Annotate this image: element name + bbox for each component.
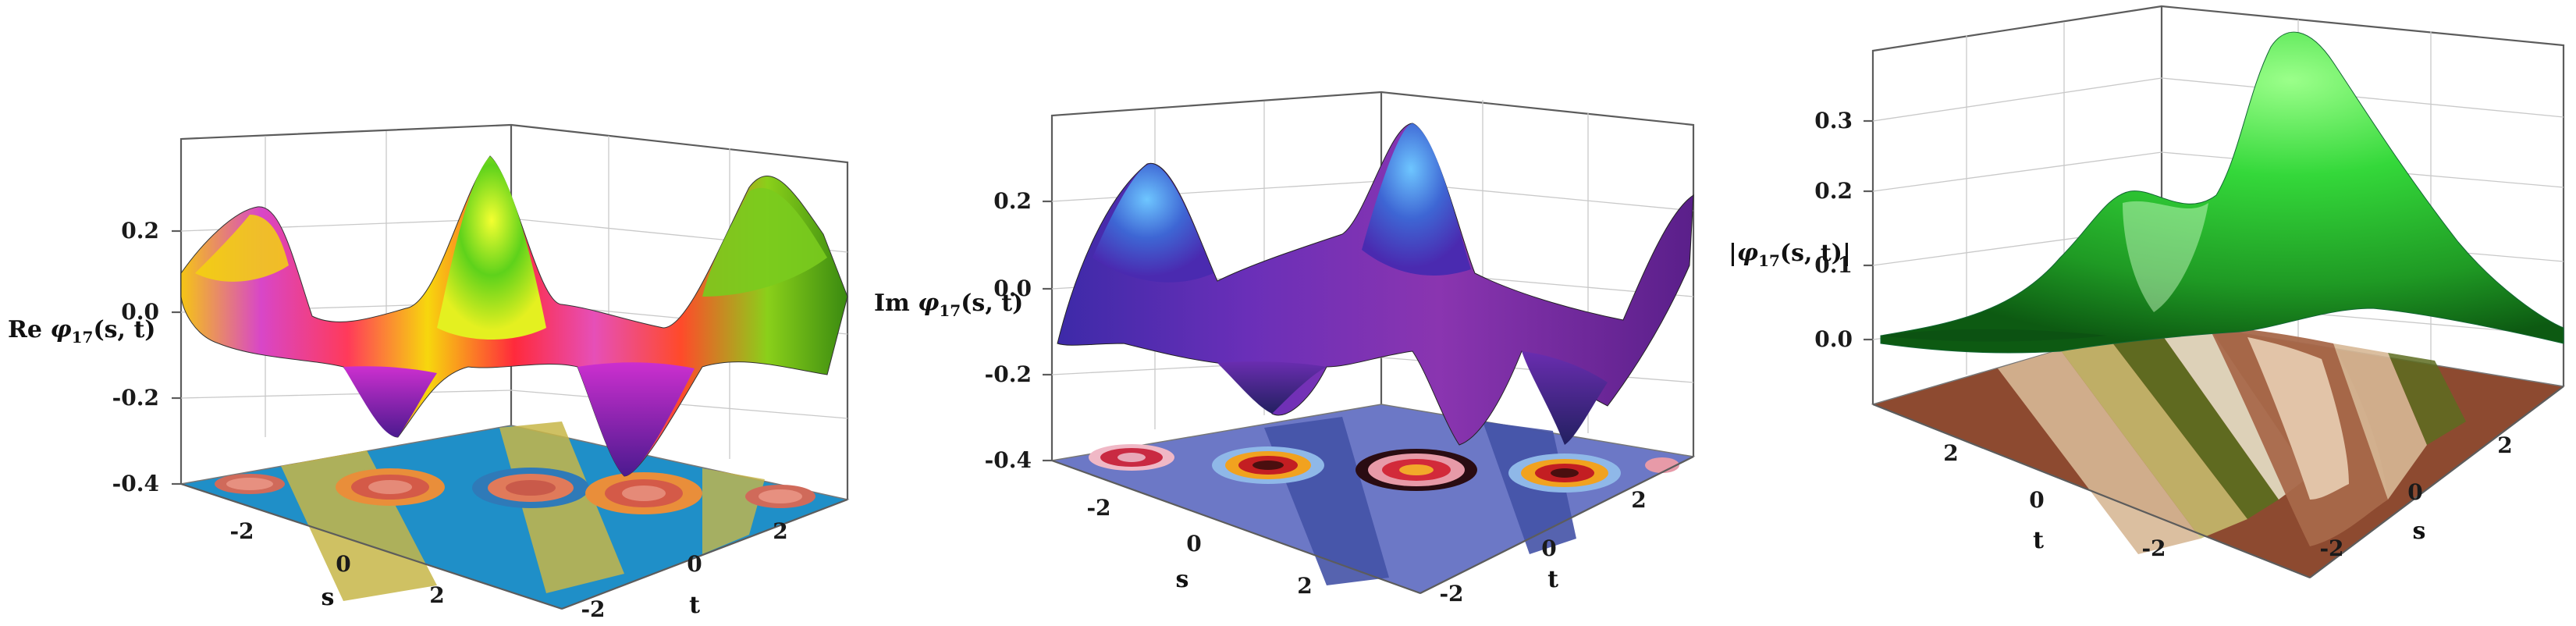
z-tick-label: -0.2 bbox=[112, 385, 159, 411]
t-ticks: -2 0 2 t bbox=[581, 518, 787, 622]
z-tick-label: 0.0 bbox=[121, 299, 159, 325]
box-front-edges bbox=[1051, 456, 1694, 595]
z-tick-label: 0.3 bbox=[1814, 108, 1853, 133]
s-axis-label: s bbox=[2413, 518, 2426, 545]
z-tick-label: -0.2 bbox=[985, 361, 1032, 387]
s-tick-label: 2 bbox=[429, 582, 444, 608]
z-axis-label: |φ17(s, t)| bbox=[1729, 240, 1851, 270]
z-tick-label: -0.4 bbox=[112, 471, 159, 496]
z-tick-label: 0.2 bbox=[993, 188, 1032, 214]
z-tick-label: -0.4 bbox=[985, 447, 1032, 473]
s-tick-label: 0 bbox=[2407, 479, 2422, 505]
s-tick-label: -2 bbox=[229, 518, 254, 544]
t-ticks: -2 0 2 t bbox=[1439, 487, 1646, 606]
floor-contour bbox=[1050, 404, 1696, 594]
box-front-edges bbox=[180, 482, 848, 610]
t-tick-label: -2 bbox=[581, 596, 605, 622]
z-ticks: 0.2 0.0 -0.2 -0.4 bbox=[112, 218, 181, 496]
t-tick-label: 2 bbox=[773, 518, 787, 544]
s-ticks: -2 0 2 s bbox=[2319, 432, 2512, 561]
z-axis-label: Re φ17(s, t) bbox=[8, 316, 156, 347]
z-tick-label: 0.0 bbox=[1814, 326, 1853, 352]
z-ticks: 0.2 0.0 -0.2 -0.4 bbox=[985, 188, 1052, 473]
z-tick-label: 0.2 bbox=[121, 218, 159, 244]
t-ticks: 2 0 -2 t bbox=[1943, 440, 2166, 561]
t-tick-label: 2 bbox=[1631, 487, 1646, 513]
panel-abs: 0.3 0.2 0.1 0.0 2 0 -2 t -2 0 2 s |φ17(s… bbox=[1729, 5, 2565, 579]
s-tick-label: 2 bbox=[1297, 573, 1312, 599]
s-tick-label: 0 bbox=[1186, 531, 1201, 557]
s-axis-label: s bbox=[322, 584, 335, 611]
s-ticks: -2 0 2 s bbox=[229, 518, 444, 611]
z-tick-label: 0.0 bbox=[993, 276, 1032, 301]
panel-im: 0.2 0.0 -0.2 -0.4 -2 0 2 s -2 0 2 t Im φ… bbox=[874, 91, 1696, 606]
box-front-edges bbox=[1872, 386, 2564, 579]
s-tick-label: 0 bbox=[336, 551, 350, 577]
s-axis-label: s bbox=[1176, 566, 1189, 593]
t-tick-label: 0 bbox=[1541, 535, 1556, 561]
s-ticks: -2 0 2 s bbox=[1086, 495, 1312, 599]
floor-contour bbox=[180, 421, 850, 610]
surface-im bbox=[1057, 123, 1694, 446]
t-tick-label: 2 bbox=[1943, 440, 1958, 466]
z-tick-label: 0.1 bbox=[1814, 252, 1853, 278]
floor-contour bbox=[1871, 319, 2565, 578]
t-axis-label: t bbox=[689, 592, 700, 619]
z-ticks: 0.3 0.2 0.1 0.0 bbox=[1814, 108, 1873, 352]
t-axis-label: t bbox=[2033, 527, 2044, 554]
z-axis-label: Im φ17(s, t) bbox=[874, 290, 1023, 320]
surface-abs bbox=[1880, 31, 2564, 354]
t-axis-label: t bbox=[1547, 566, 1558, 593]
s-tick-label: -2 bbox=[1086, 495, 1110, 521]
z-tick-label: 0.2 bbox=[1814, 178, 1853, 204]
panel-re: 0.2 0.0 -0.2 -0.4 -2 0 2 s -2 0 2 t Re φ… bbox=[8, 123, 850, 622]
s-tick-label: 2 bbox=[2497, 432, 2512, 458]
t-tick-label: -2 bbox=[1439, 581, 1463, 606]
t-tick-label: -2 bbox=[2141, 535, 2166, 561]
t-tick-label: 0 bbox=[687, 551, 702, 577]
s-tick-label: -2 bbox=[2319, 535, 2343, 561]
t-tick-label: 0 bbox=[2029, 487, 2044, 513]
surface-re bbox=[180, 155, 848, 477]
